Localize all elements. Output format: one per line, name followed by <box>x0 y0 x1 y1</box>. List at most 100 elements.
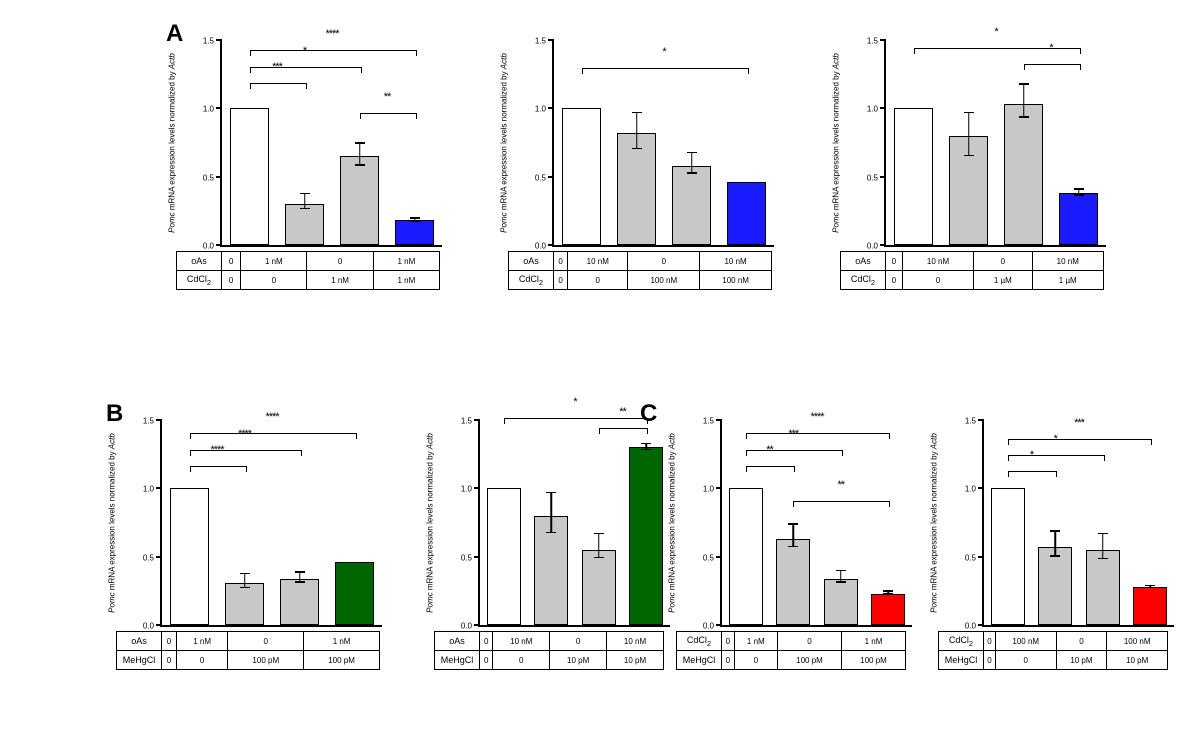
significance-label: ** <box>619 407 626 418</box>
error-cap-top <box>1074 188 1084 190</box>
y-tick-label: 1.5 <box>867 37 878 46</box>
bar <box>562 108 602 245</box>
significance-label: **** <box>265 412 278 423</box>
bar <box>1004 104 1044 245</box>
significance-label: * <box>662 47 665 58</box>
y-axis-label: Pomc mRNA expression levels normalized b… <box>930 433 939 613</box>
table-row: MeHgCl0010 pM10 pM <box>939 651 1168 670</box>
significance-bracket <box>1008 455 1105 461</box>
table-cell: 0 <box>984 651 996 670</box>
table-cell: 0 <box>222 271 241 290</box>
table-cell: 0 <box>493 651 550 670</box>
plot-area: Pomc mRNA expression levels normalized b… <box>720 420 912 627</box>
bar <box>617 133 657 245</box>
error-cap-top <box>410 217 420 219</box>
plot-area: Pomc mRNA expression levels normalized b… <box>220 40 442 247</box>
bar-slot <box>1086 550 1120 625</box>
bar-slot <box>335 562 375 625</box>
error-bar <box>1023 84 1025 118</box>
error-cap-bottom <box>641 449 651 451</box>
condition-table: CdCl20100 nM0100 nMMeHgCl0010 pM10 pM <box>938 631 1168 670</box>
significance-bracket <box>914 48 1081 54</box>
bar <box>727 182 767 245</box>
bar <box>991 488 1025 625</box>
table-cell: 100 nM <box>628 271 700 290</box>
table-row: CdCl201 nM01 nM <box>677 632 906 651</box>
y-tick-label: 0.5 <box>461 553 472 562</box>
error-bar <box>691 152 693 174</box>
error-cap-bottom <box>964 155 974 157</box>
row-header: CdCl2 <box>177 271 222 290</box>
significance-bracket <box>1008 471 1058 477</box>
significance-label: * <box>1054 434 1057 445</box>
table-cell: 0 <box>722 651 735 670</box>
error-cap-bottom <box>632 148 642 150</box>
significance-bracket <box>190 466 247 472</box>
y-tick-label: 1.5 <box>965 417 976 426</box>
bar <box>824 579 858 625</box>
table-cell: 0 <box>554 252 568 271</box>
y-tick-label: 1.5 <box>535 37 546 46</box>
significance-bracket <box>360 113 417 119</box>
bar <box>629 447 663 625</box>
bar <box>1059 193 1099 245</box>
table-cell: 10 nM <box>493 632 550 651</box>
table-row: CdCl2001 µM1 µM <box>841 271 1104 290</box>
table-cell: 0 <box>241 271 307 290</box>
condition-table: oAs01 nM01 nMCdCl2001 nM1 nM <box>176 251 440 290</box>
bar-slot <box>824 579 858 625</box>
bar <box>230 108 270 245</box>
row-header: MeHgCl <box>677 651 722 670</box>
table-cell: 0 <box>307 252 373 271</box>
table-cell: 0 <box>778 632 842 651</box>
bar-slot <box>170 488 210 625</box>
table-cell: 0 <box>480 651 493 670</box>
table-cell: 0 <box>886 271 903 290</box>
significance-label: * <box>303 46 306 57</box>
table-cell: 0 <box>1056 632 1107 651</box>
significance-label: * <box>1030 450 1033 461</box>
row-header: oAs <box>177 252 222 271</box>
table-row: CdCl2001 nM1 nM <box>177 271 440 290</box>
table-cell: 10 nM <box>607 632 664 651</box>
error-bar <box>598 533 600 558</box>
error-cap-top <box>546 492 556 494</box>
error-cap-bottom <box>295 581 305 583</box>
bar-slot <box>285 204 325 245</box>
bar <box>1133 587 1167 625</box>
row-header: oAs <box>841 252 886 271</box>
error-bar <box>551 492 553 533</box>
y-tick-label: 1.5 <box>461 417 472 426</box>
error-cap-top <box>1019 83 1029 85</box>
row-header: CdCl2 <box>509 271 554 290</box>
error-cap-bottom <box>1074 194 1084 196</box>
bar <box>335 562 375 625</box>
y-tick-label: 0.5 <box>535 173 546 182</box>
table-cell: 0 <box>974 252 1032 271</box>
bar <box>1086 550 1120 625</box>
error-bar <box>1102 533 1104 559</box>
table-cell: 1 nM <box>241 252 307 271</box>
table-cell: 1 nM <box>373 271 439 290</box>
table-cell: 100 pM <box>778 651 842 670</box>
error-cap-bottom <box>687 172 697 174</box>
error-cap-bottom <box>410 220 420 222</box>
bar-slot <box>280 579 320 625</box>
bar <box>894 108 934 245</box>
y-tick-label: 0.0 <box>143 622 154 631</box>
bar <box>285 204 325 245</box>
error-cap-top <box>836 570 846 572</box>
chart-A2: Pomc mRNA expression levels normalized b… <box>552 40 774 290</box>
y-tick-label: 0.5 <box>965 553 976 562</box>
error-cap-top <box>355 142 365 144</box>
bar <box>280 579 320 625</box>
table-cell: 1 nM <box>307 271 373 290</box>
bar-slot <box>894 108 934 245</box>
significance-label: * <box>1049 43 1052 54</box>
table-cell: 10 nM <box>568 252 628 271</box>
y-tick-label: 1.5 <box>703 417 714 426</box>
y-tick-label: 0.0 <box>965 622 976 631</box>
error-cap-top <box>594 533 604 535</box>
significance-bracket <box>250 83 307 89</box>
significance-label: ** <box>766 445 773 456</box>
